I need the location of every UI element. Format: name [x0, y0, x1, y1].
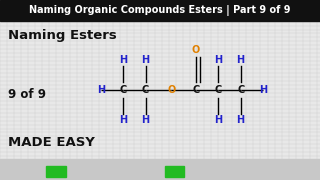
Text: H: H: [236, 55, 245, 65]
Text: Naming Esters: Naming Esters: [8, 30, 117, 42]
Text: H: H: [214, 55, 222, 65]
Text: H: H: [119, 55, 127, 65]
Text: O: O: [192, 45, 200, 55]
Text: C: C: [142, 85, 149, 95]
Text: 9 of 9: 9 of 9: [8, 88, 46, 101]
Text: C: C: [237, 85, 244, 95]
Bar: [0, 159, 320, 180]
Bar: [165, 166, 184, 177]
Text: C: C: [120, 85, 127, 95]
Text: H: H: [119, 115, 127, 125]
Text: MADE EASY: MADE EASY: [8, 136, 95, 149]
Bar: [46, 166, 66, 177]
Text: H: H: [141, 55, 150, 65]
Text: C: C: [192, 85, 199, 95]
Text: H: H: [214, 115, 222, 125]
Bar: [0, 0, 320, 21]
Text: H: H: [97, 85, 105, 95]
Text: H: H: [259, 85, 267, 95]
Text: H: H: [236, 115, 245, 125]
Text: H: H: [141, 115, 150, 125]
Text: Naming Organic Compounds Esters | Part 9 of 9: Naming Organic Compounds Esters | Part 9…: [29, 5, 291, 16]
Text: C: C: [215, 85, 222, 95]
Text: O: O: [167, 85, 175, 95]
